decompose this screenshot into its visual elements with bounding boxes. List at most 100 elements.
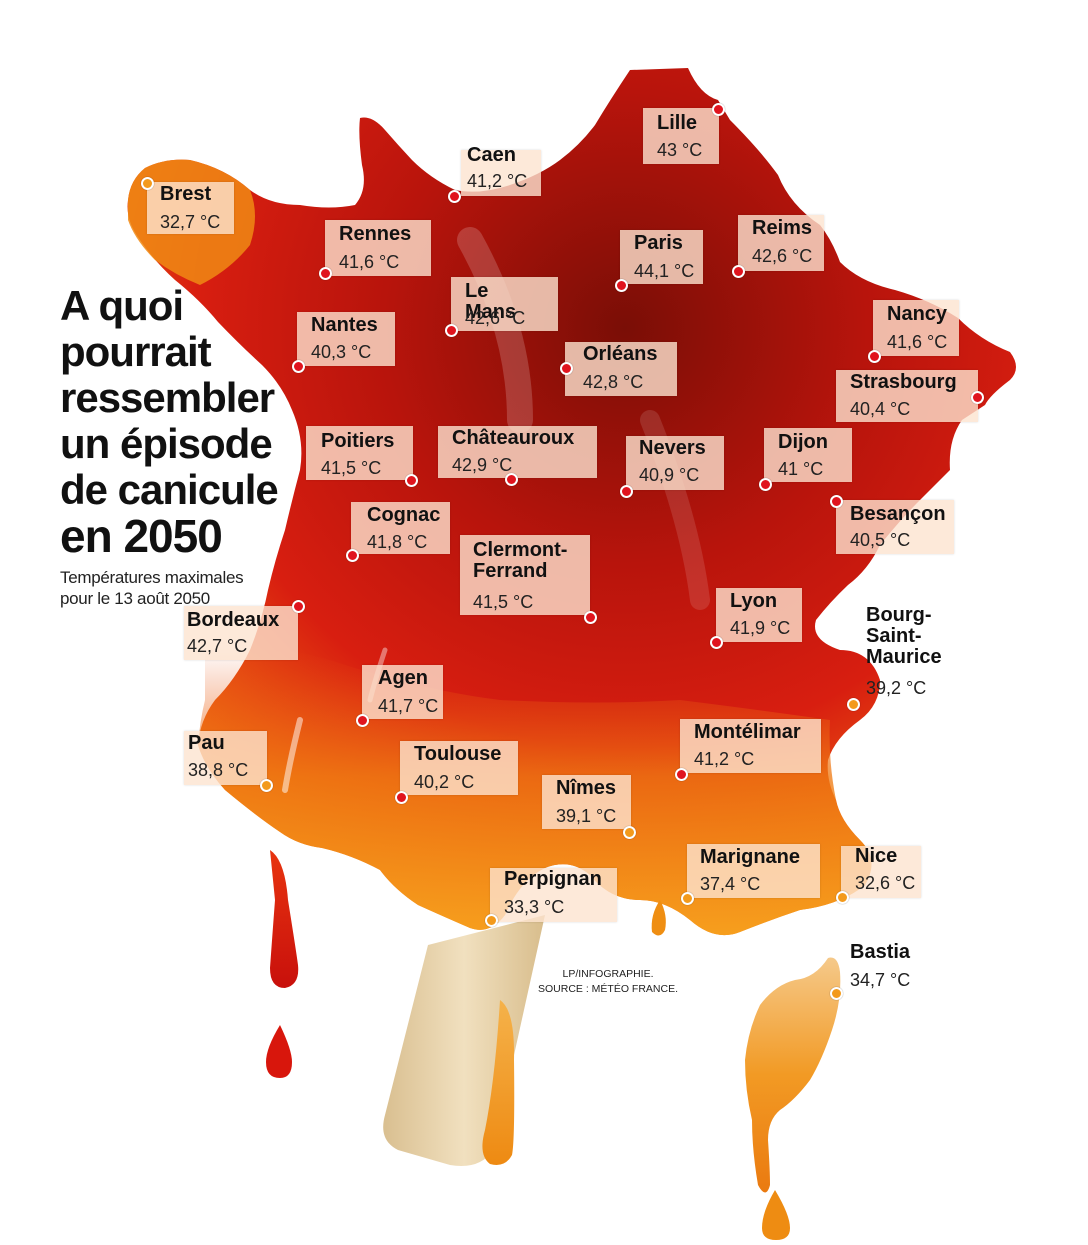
city-marker: [292, 360, 305, 373]
city-label-box: [438, 426, 597, 478]
city-name: Marignane: [700, 846, 801, 868]
city-label-box: [400, 741, 518, 795]
city-label-box: [460, 535, 590, 615]
city-label-box: [147, 182, 234, 234]
city-temperature: 33,3 °C: [504, 897, 565, 917]
title-line: pourrait: [60, 328, 212, 375]
city-marker: [560, 362, 573, 375]
city-label-box: [306, 426, 413, 480]
city-name: Agen: [378, 667, 428, 689]
city-temperature: 43 °C: [657, 140, 703, 160]
city-name: Châteauroux: [452, 427, 575, 449]
city-marker: [868, 350, 881, 363]
city-name: Bourg- Saint- Maurice: [866, 604, 942, 668]
city-marker: [830, 987, 843, 1000]
city-name: Lille: [657, 112, 698, 134]
city-temperature: 40,4 °C: [850, 399, 911, 419]
city-marker: [710, 636, 723, 649]
city-name: Poitiers: [321, 430, 395, 452]
city-name: Nancy: [887, 303, 948, 325]
city-name: Perpignan: [504, 868, 602, 890]
city-label-box: [626, 436, 724, 490]
city-marker: [346, 549, 359, 562]
city-label-box: [687, 844, 820, 898]
city-marker: [356, 714, 369, 727]
city-temperature: 41,6 °C: [887, 332, 948, 352]
city-temperature: 41,2 °C: [694, 749, 755, 769]
city-label-box: [565, 342, 677, 396]
city-marker: [584, 611, 597, 624]
city-name: Rennes: [339, 223, 412, 245]
title-line: de canicule: [60, 466, 279, 513]
city-marker: [445, 324, 458, 337]
credit: LP/INFOGRAPHIE. SOURCE : MÉTÉO FRANCE.: [538, 967, 678, 997]
city-marker: [395, 791, 408, 804]
drip: [266, 1025, 292, 1078]
city-temperature: 41,9 °C: [730, 618, 791, 638]
credit-line: LP/INFOGRAPHIE.: [562, 968, 654, 980]
title-line: ressembler: [60, 374, 275, 421]
city-label-box: [461, 150, 541, 196]
city-temperature: 41,7 °C: [378, 696, 439, 716]
city-temperature: 37,4 °C: [700, 874, 761, 894]
city-marker: [505, 473, 518, 486]
subtitle: Températures maximales pour le 13 août 2…: [60, 568, 244, 608]
city-temperature: 39,2 °C: [866, 678, 927, 698]
title-line: A quoi: [60, 282, 184, 329]
city-temperature: 42,8 °C: [583, 372, 644, 392]
city-temperature: 39,1 °C: [556, 806, 617, 826]
page-title: A quoi pourrait ressembler un épisode de…: [60, 282, 320, 562]
city-marker: [836, 891, 849, 904]
city-label-box: [738, 215, 824, 271]
city-label-box: [542, 775, 631, 829]
drip: [762, 1190, 790, 1240]
city-temperature: 41,8 °C: [367, 532, 428, 552]
city-label-box: [362, 665, 443, 719]
city-label-box: [325, 220, 431, 276]
city-marker: [830, 495, 843, 508]
city-marker: [485, 914, 498, 927]
city-marker: [759, 478, 772, 491]
city-name: Reims: [752, 217, 813, 239]
city-marker: [141, 177, 154, 190]
city-label-box: [873, 300, 959, 356]
city-label-box: [764, 428, 852, 482]
title-line: en 2050: [60, 510, 223, 562]
city-name: Toulouse: [414, 743, 502, 765]
drip: [270, 850, 299, 988]
city-name: Brest: [160, 183, 212, 205]
city-name: Clermont- Ferrand: [473, 539, 568, 582]
city-label-box: [716, 588, 802, 642]
city-name: Caen: [467, 144, 516, 166]
city-marker: [620, 485, 633, 498]
city-name: Pau: [188, 732, 225, 754]
city-label-box: [184, 731, 267, 785]
city-name: Lyon: [730, 590, 778, 612]
city-marker: [675, 768, 688, 781]
city-temperature: 44,1 °C: [634, 261, 695, 281]
city-temperature: 42,9 °C: [452, 455, 513, 475]
city-marker: [971, 391, 984, 404]
city-name: Nîmes: [556, 777, 617, 799]
city-temperature: 40,9 °C: [639, 465, 700, 485]
city-marker: [405, 474, 418, 487]
city-temperature: 42,6 °C: [752, 246, 813, 266]
city-name: Le Mans: [465, 280, 517, 323]
city-name: Nevers: [639, 437, 706, 459]
city-temperature: 38,8 °C: [188, 760, 249, 780]
city-temperature: 42,7 °C: [187, 636, 248, 656]
city-name: Paris: [634, 232, 683, 254]
city-temperature: 32,7 °C: [160, 212, 221, 232]
city-label-box: [490, 868, 617, 922]
city-label-box: [680, 719, 821, 773]
city-temperature: 41 °C: [778, 459, 824, 479]
city-marker: [623, 826, 636, 839]
city-name: Nice: [855, 845, 898, 867]
city-label-box: [836, 500, 954, 554]
city-name: Cognac: [367, 504, 441, 526]
credit-line: SOURCE : MÉTÉO FRANCE.: [538, 983, 679, 995]
city-marker: [615, 279, 628, 292]
city-marker: [292, 600, 305, 613]
drip: [482, 1000, 515, 1165]
city-marker: [732, 265, 745, 278]
